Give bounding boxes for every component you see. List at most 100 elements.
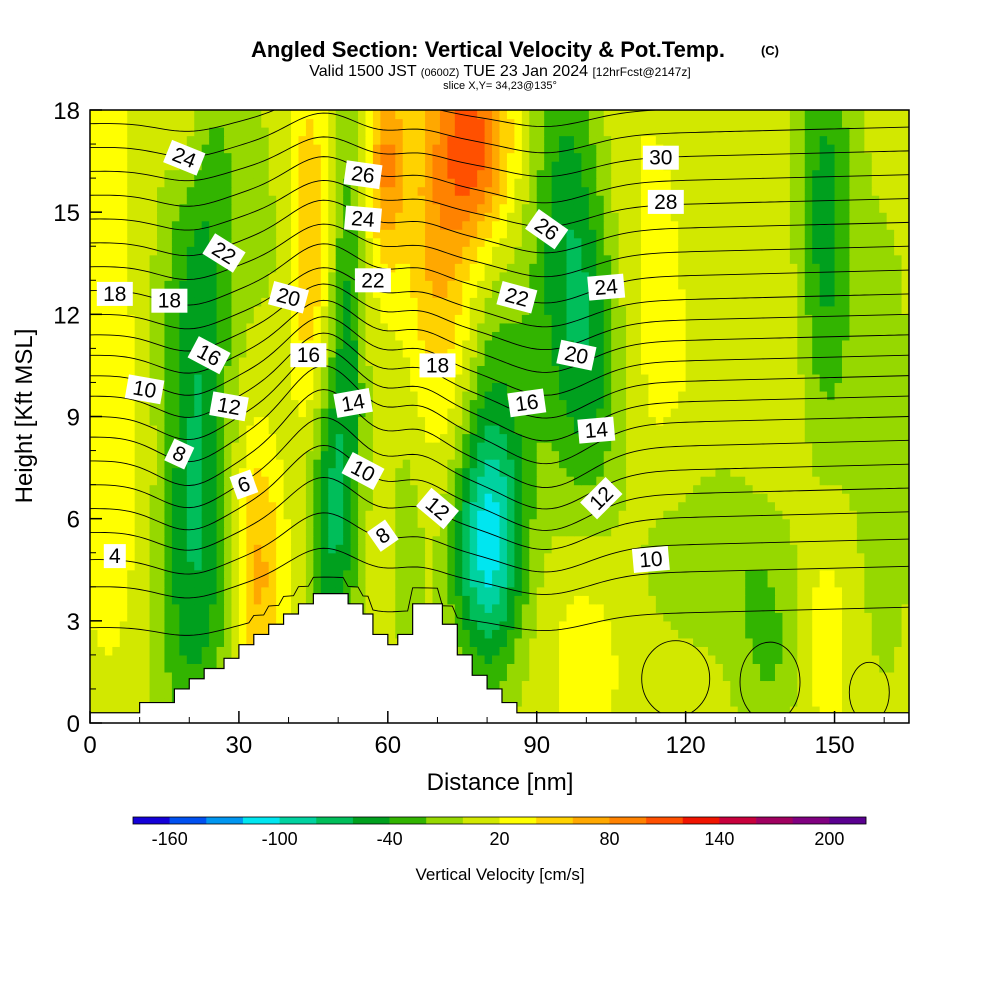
velocity-cell	[209, 493, 218, 503]
velocity-cell	[119, 501, 128, 511]
velocity-cell	[849, 527, 858, 537]
velocity-cell	[864, 493, 873, 503]
velocity-cell	[894, 339, 903, 349]
velocity-cell	[387, 459, 396, 469]
velocity-cell	[529, 501, 538, 511]
velocity-cell	[224, 620, 233, 630]
velocity-cell	[596, 612, 605, 622]
velocity-cell	[789, 501, 798, 511]
velocity-cell	[596, 356, 605, 367]
velocity-cell	[812, 569, 821, 579]
velocity-cell	[760, 467, 769, 477]
velocity-cell	[372, 569, 381, 579]
velocity-cell	[171, 407, 180, 418]
velocity-cell	[469, 356, 478, 367]
velocity-cell	[670, 688, 679, 699]
velocity-cell	[856, 637, 865, 647]
velocity-cell	[209, 629, 218, 639]
velocity-cell	[544, 450, 553, 460]
velocity-cell	[640, 697, 650, 707]
velocity-cell	[633, 620, 642, 630]
velocity-cell	[90, 442, 99, 452]
velocity-cell	[819, 425, 828, 435]
velocity-cell	[841, 467, 851, 477]
velocity-cell	[819, 365, 828, 375]
velocity-cell	[380, 442, 389, 452]
velocity-cell	[469, 476, 478, 486]
velocity-cell	[559, 595, 568, 605]
velocity-cell	[291, 373, 300, 384]
velocity-cell	[879, 586, 888, 596]
velocity-cell	[551, 407, 560, 418]
velocity-cell	[722, 663, 731, 673]
velocity-cell	[886, 339, 895, 349]
velocity-cell	[551, 620, 560, 630]
velocity-cell	[812, 518, 821, 528]
velocity-cell	[469, 493, 478, 503]
velocity-cell	[626, 527, 635, 537]
velocity-cell	[425, 552, 434, 562]
velocity-cell	[685, 365, 694, 375]
velocity-cell	[439, 578, 448, 588]
velocity-cell	[380, 467, 389, 477]
velocity-cell	[730, 348, 739, 358]
velocity-cell	[268, 442, 277, 452]
velocity-cell	[752, 510, 761, 520]
velocity-cell	[291, 365, 300, 375]
velocity-cell	[715, 365, 724, 375]
velocity-cell	[484, 373, 493, 384]
velocity-cell	[283, 459, 292, 469]
velocity-cell	[261, 476, 270, 486]
velocity-cell	[886, 476, 895, 486]
velocity-cell	[157, 399, 166, 409]
velocity-cell	[700, 552, 709, 562]
velocity-cell	[841, 348, 851, 358]
velocity-cell	[559, 680, 568, 690]
velocity-cell	[179, 467, 188, 477]
velocity-cell	[484, 569, 493, 579]
velocity-cell	[774, 501, 784, 511]
velocity-cell	[521, 373, 530, 384]
velocity-cell	[536, 433, 545, 443]
velocity-cell	[328, 373, 337, 384]
velocity-cell	[387, 561, 396, 571]
velocity-cell	[544, 603, 553, 613]
velocity-cell	[827, 654, 836, 664]
velocity-cell	[700, 442, 709, 452]
velocity-cell	[134, 705, 143, 716]
velocity-cell	[573, 399, 582, 409]
velocity-cell	[529, 450, 538, 460]
velocity-cell	[670, 365, 679, 375]
velocity-cell	[879, 552, 888, 562]
velocity-cell	[841, 688, 851, 699]
velocity-cell	[849, 467, 858, 477]
velocity-cell	[484, 416, 493, 426]
velocity-cell	[603, 373, 612, 384]
velocity-cell	[797, 629, 806, 639]
velocity-cell	[402, 399, 411, 409]
velocity-cell	[864, 356, 873, 367]
velocity-cell	[328, 569, 337, 579]
velocity-cell	[663, 671, 672, 682]
velocity-cell	[737, 382, 746, 392]
velocity-cell	[499, 552, 508, 562]
velocity-cell	[454, 646, 463, 656]
velocity-cell	[112, 356, 121, 367]
velocity-cell	[171, 620, 180, 630]
velocity-cell	[611, 637, 620, 647]
velocity-cell	[834, 433, 843, 443]
velocity-cell	[462, 637, 471, 647]
velocity-cell	[171, 629, 180, 639]
velocity-cell	[655, 688, 664, 699]
velocity-cell	[715, 501, 724, 511]
velocity-cell	[663, 476, 672, 486]
velocity-cell	[90, 518, 99, 528]
velocity-cell	[127, 527, 136, 537]
velocity-cell	[343, 527, 352, 537]
velocity-cell	[305, 493, 314, 503]
velocity-cell	[804, 586, 813, 596]
velocity-cell	[886, 425, 895, 435]
velocity-cell	[864, 612, 873, 622]
velocity-cell	[499, 586, 508, 596]
velocity-cell	[760, 544, 769, 554]
